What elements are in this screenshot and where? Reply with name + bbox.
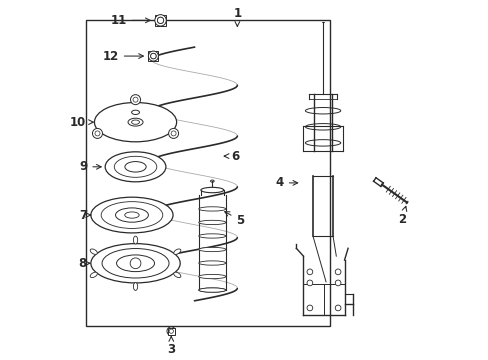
Ellipse shape: [101, 202, 163, 229]
Ellipse shape: [102, 248, 169, 278]
Ellipse shape: [198, 207, 225, 211]
Ellipse shape: [198, 288, 225, 292]
Ellipse shape: [128, 118, 143, 126]
Circle shape: [155, 15, 166, 26]
Circle shape: [150, 53, 156, 59]
Text: 8: 8: [78, 257, 90, 270]
Circle shape: [335, 280, 340, 286]
Circle shape: [166, 327, 175, 336]
Text: 6: 6: [224, 150, 239, 163]
Ellipse shape: [198, 234, 225, 238]
Ellipse shape: [94, 103, 176, 142]
Circle shape: [306, 280, 312, 286]
FancyBboxPatch shape: [155, 15, 166, 26]
Ellipse shape: [114, 156, 157, 177]
Ellipse shape: [90, 249, 97, 255]
Ellipse shape: [115, 208, 148, 222]
Text: 3: 3: [167, 337, 175, 356]
Ellipse shape: [198, 274, 225, 279]
Text: 12: 12: [102, 50, 143, 63]
Circle shape: [148, 51, 158, 61]
Circle shape: [335, 305, 340, 311]
Ellipse shape: [124, 212, 139, 218]
Circle shape: [92, 129, 102, 138]
Circle shape: [306, 305, 312, 311]
Text: 1: 1: [233, 7, 241, 26]
Circle shape: [306, 269, 312, 275]
Ellipse shape: [131, 110, 139, 114]
Ellipse shape: [133, 236, 138, 244]
Circle shape: [95, 131, 100, 136]
Text: 9: 9: [79, 160, 101, 173]
Ellipse shape: [131, 120, 139, 124]
Circle shape: [169, 329, 173, 333]
Circle shape: [150, 53, 156, 59]
Circle shape: [157, 17, 163, 23]
Ellipse shape: [173, 272, 181, 278]
Text: 11: 11: [110, 14, 150, 27]
Ellipse shape: [198, 247, 225, 252]
Text: 7: 7: [79, 208, 90, 221]
Text: 4: 4: [275, 176, 297, 189]
Ellipse shape: [133, 283, 138, 291]
Ellipse shape: [210, 180, 214, 182]
Ellipse shape: [198, 220, 225, 225]
Ellipse shape: [91, 244, 180, 283]
Ellipse shape: [198, 261, 225, 265]
FancyBboxPatch shape: [148, 51, 158, 61]
Ellipse shape: [105, 152, 165, 182]
Ellipse shape: [198, 288, 225, 292]
Circle shape: [130, 258, 141, 269]
Circle shape: [130, 95, 140, 105]
Ellipse shape: [124, 162, 146, 172]
Text: 5: 5: [224, 212, 244, 227]
Ellipse shape: [91, 197, 173, 233]
Text: 2: 2: [397, 206, 406, 226]
Circle shape: [157, 17, 163, 23]
Circle shape: [133, 97, 138, 102]
Ellipse shape: [116, 255, 154, 272]
Bar: [85, 21, 329, 326]
Circle shape: [171, 131, 176, 136]
Ellipse shape: [173, 249, 181, 255]
Circle shape: [168, 129, 178, 138]
Text: 10: 10: [70, 116, 93, 129]
FancyBboxPatch shape: [167, 328, 175, 335]
Ellipse shape: [201, 187, 224, 193]
Ellipse shape: [90, 272, 97, 278]
Circle shape: [335, 269, 340, 275]
